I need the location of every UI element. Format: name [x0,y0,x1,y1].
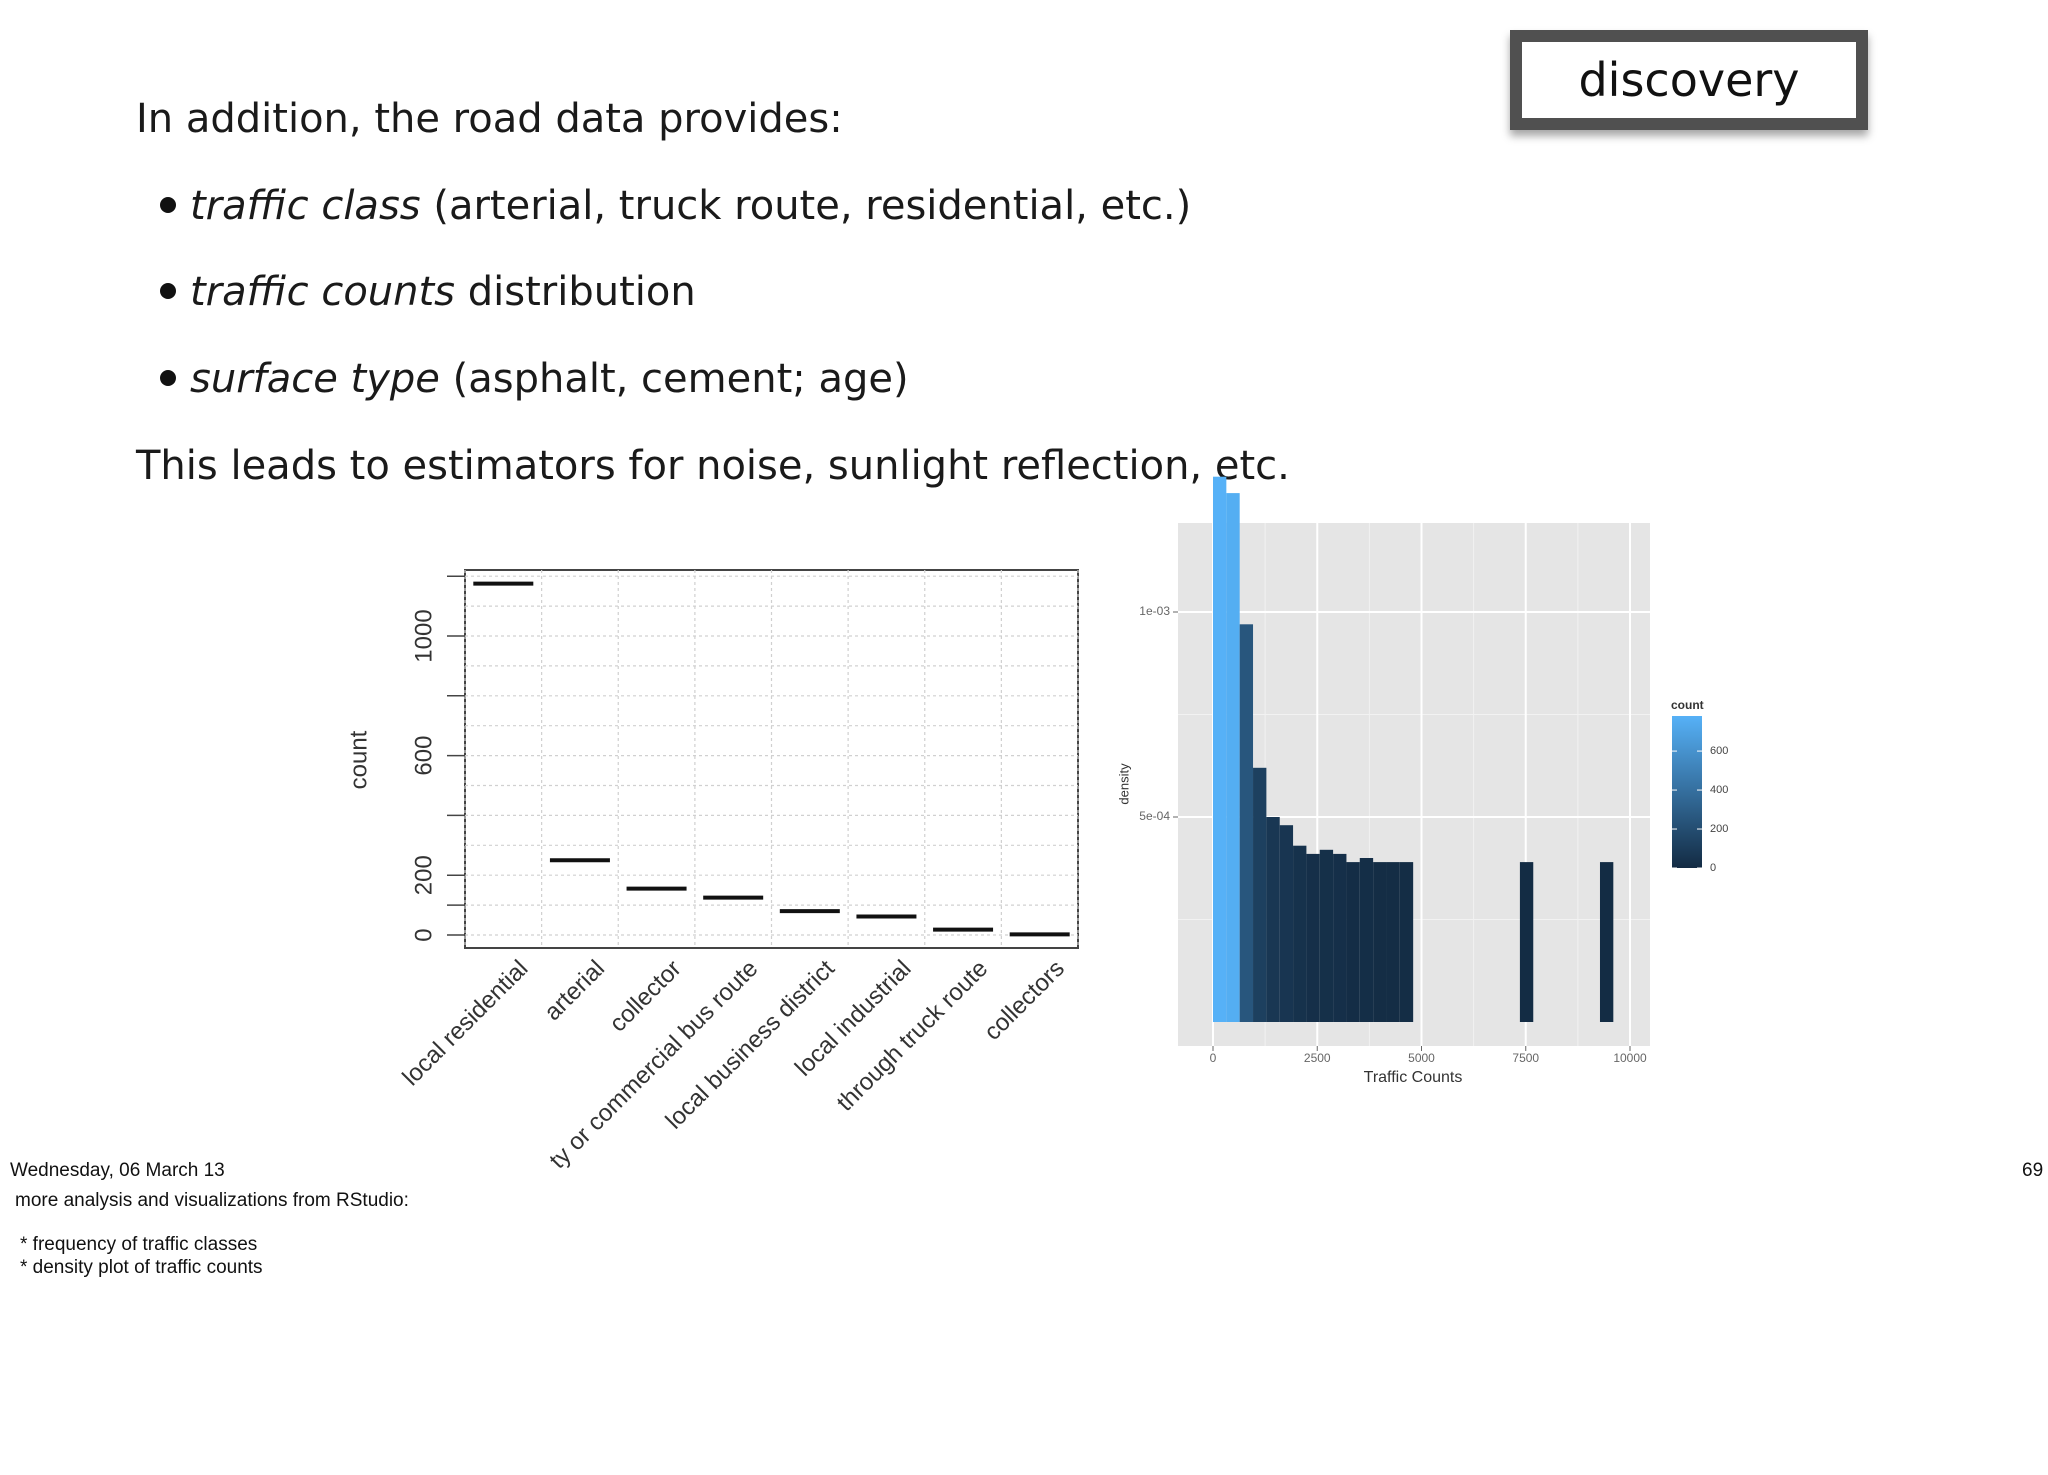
y-tick-label: 0 [410,928,437,941]
x-tick-label: collectors [979,955,1070,1046]
histogram-bar [1373,862,1387,1022]
traffic-class-chart: 0 200 600 1000 count local residential arteria… [345,569,1079,1174]
y-tick-label: 600 [410,736,437,776]
histogram-bar [1306,853,1320,1022]
bullet-dot-icon [160,197,176,213]
bullet-term: traffic counts [190,269,456,315]
histogram-bar [1386,862,1400,1022]
legend-tick-label: 0 [1710,862,1716,874]
bullet-surface-type: surface type (asphalt, cement; age) [160,355,909,403]
histogram-bar [1399,862,1414,1022]
x-tick-label: 2500 [1304,1051,1331,1065]
histogram-bar [1266,817,1280,1022]
histogram-bar [1599,862,1614,1022]
y-tick-label: 1e-03 [1139,604,1170,618]
footer-date: Wednesday, 06 March 13 [10,1160,225,1181]
plot-frame [464,569,1079,949]
legend-tick-label: 400 [1710,784,1728,796]
section-badge: discovery [1510,30,1868,130]
x-tick-label: local business district [660,955,840,1135]
x-tick-label: local residential [397,955,533,1091]
speaker-note-heading: more analysis and visualizations from RS… [15,1190,409,1211]
bullet-traffic-counts: traffic counts distribution [160,268,696,316]
histogram-bar [1333,853,1347,1022]
x-axis-label: Traffic Counts [1364,1069,1463,1086]
x-tick-label: 5000 [1408,1051,1435,1065]
x-tick-label: collector [604,955,686,1037]
histogram-bar [1226,493,1240,1023]
histogram-bar [1346,862,1360,1022]
conclusion-text: This leads to estimators for noise, sunl… [136,443,1290,489]
x-tick-label: 0 [1210,1051,1217,1065]
traffic-count-density-chart: 0 2500 5000 7500 10000 5e-04 1e-03 Traffic Coun… [1116,476,1728,1086]
speaker-note-item: * density plot of traffic counts [20,1257,263,1278]
bullet-dot-icon [160,370,176,386]
bullet-term: surface type [190,356,440,402]
bullet-text: (arterial, truck route, residential, etc… [420,183,1192,229]
histogram-bar [1319,849,1334,1022]
x-tick-label: ty or commercial bus route [544,955,763,1174]
x-tick-label: 10000 [1613,1051,1647,1065]
bullet-term: traffic class [190,183,421,229]
bullet-text: (asphalt, cement; age) [439,356,909,402]
x-tick-label: arterial [539,955,610,1026]
x-tick-label: local industrial [790,955,917,1082]
x-tick-label: 7500 [1512,1051,1539,1065]
bullet-dot-icon [160,283,176,299]
histogram-bar [1293,845,1307,1022]
bullet-traffic-class: traffic class (arterial, truck route, re… [160,182,1191,230]
histogram-bar [1213,476,1227,1022]
legend-colorbar [1672,716,1702,868]
footer-page-number: 69 [2022,1160,2044,1181]
histogram-bar [1279,825,1294,1022]
legend-title: count [1671,698,1704,712]
y-tick-label: 5e-04 [1139,809,1170,823]
legend-tick-label: 600 [1710,745,1728,757]
histogram-bar [1239,624,1254,1022]
intro-text: In addition, the road data provides: [136,96,843,142]
section-badge-label: discovery [1578,53,1800,107]
y-axis-label: density [1116,763,1131,805]
histogram-bar [1359,858,1374,1022]
histogram-bar [1519,862,1534,1022]
x-tick-label: through truck route [832,955,994,1117]
histogram-bar [1253,767,1267,1022]
y-tick-label: 200 [410,855,437,895]
bullet-text: distribution [455,269,696,315]
y-tick-label: 1000 [410,609,437,662]
y-axis-label: count [345,730,372,789]
plot-panel [1178,523,1650,1046]
speaker-note-item: * frequency of traffic classes [20,1234,258,1255]
legend-tick-label: 200 [1710,823,1728,835]
